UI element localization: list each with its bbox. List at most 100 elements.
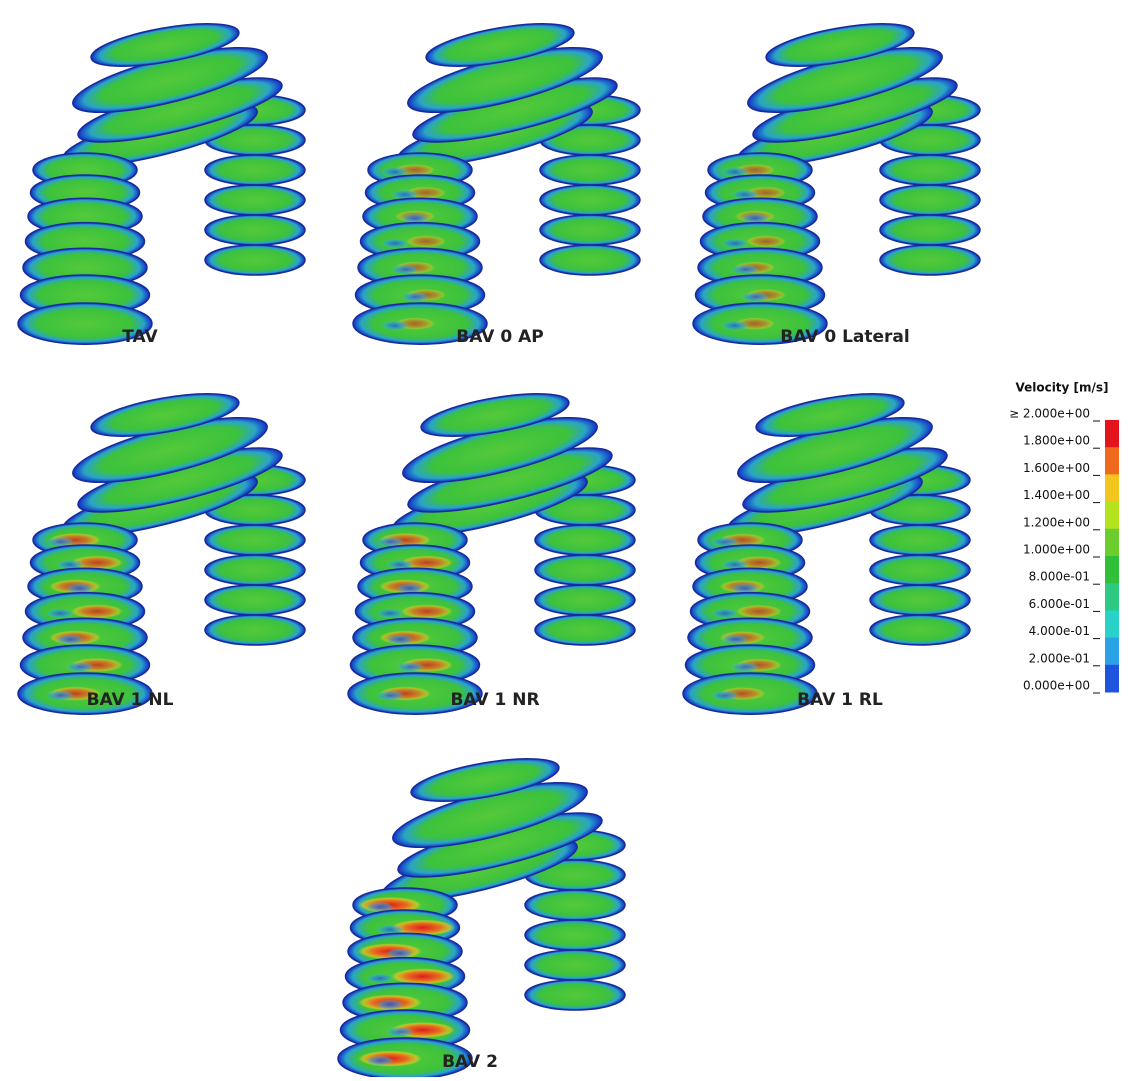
- slice: [535, 525, 635, 555]
- slice: [870, 555, 970, 585]
- legend-label: 1.000e+00: [1023, 543, 1090, 557]
- low-velocity: [731, 662, 759, 672]
- aorta-panel: BAV 1 NR: [348, 385, 635, 714]
- low-velocity: [56, 635, 84, 645]
- slice: [535, 555, 635, 585]
- low-velocity: [721, 321, 749, 331]
- low-velocity: [386, 1027, 414, 1037]
- legend-label: 4.000e-01: [1029, 624, 1090, 638]
- slice: [525, 890, 625, 920]
- slice: [205, 185, 305, 215]
- slice: [880, 155, 980, 185]
- low-velocity: [381, 238, 409, 248]
- slice: [870, 585, 970, 615]
- velocity-jet: [71, 604, 123, 618]
- slice: [205, 245, 305, 275]
- slice: [525, 980, 625, 1010]
- legend-label: 1.600e+00: [1023, 461, 1090, 475]
- color-band: [1105, 474, 1119, 502]
- legend-label: 1.400e+00: [1023, 488, 1090, 502]
- low-velocity: [396, 583, 424, 593]
- color-band: [1105, 502, 1119, 530]
- aorta-panel: BAV 1 RL: [683, 385, 970, 714]
- low-velocity: [401, 213, 429, 223]
- color-band: [1105, 529, 1119, 557]
- low-velocity: [366, 1056, 394, 1066]
- legend: Velocity [m/s] ≥ 2.000e+00 1.800e+00 1.600e…: [1009, 381, 1119, 694]
- low-velocity: [376, 1000, 404, 1010]
- panel-label: BAV 1 NR: [450, 690, 539, 710]
- low-velocity: [731, 583, 759, 593]
- aorta-panel: TAV: [18, 15, 305, 347]
- low-velocity: [711, 608, 739, 618]
- velocity-jet: [406, 235, 446, 247]
- low-velocity: [46, 608, 74, 618]
- slice: [535, 585, 635, 615]
- color-band: [1105, 556, 1119, 584]
- low-velocity: [401, 292, 429, 302]
- slice: [540, 155, 640, 185]
- low-velocity: [391, 265, 419, 275]
- low-velocity: [386, 635, 414, 645]
- velocity-jet: [391, 968, 455, 984]
- slice: [540, 185, 640, 215]
- low-velocity: [396, 662, 424, 672]
- slice: [205, 615, 305, 645]
- low-velocity: [741, 213, 769, 223]
- velocity-jet: [746, 235, 786, 247]
- slice: [870, 525, 970, 555]
- panel-label: BAV 0 AP: [456, 327, 543, 347]
- legend-label: 1.200e+00: [1023, 515, 1090, 529]
- low-velocity: [46, 691, 74, 701]
- slice: [205, 555, 305, 585]
- slice: [525, 920, 625, 950]
- legend-label: 0.000e+00: [1023, 679, 1090, 693]
- panels: TAV BAV 0 AP BAV 0 Lateral BAV 1 NL BAV 1 NR…: [18, 15, 980, 1077]
- legend-label: 6.000e-01: [1029, 597, 1090, 611]
- aorta-panel: BAV 2: [338, 750, 625, 1077]
- slice: [205, 585, 305, 615]
- color-band: [1105, 583, 1119, 611]
- panel-label: BAV 0 Lateral: [780, 327, 909, 347]
- low-velocity: [66, 662, 94, 672]
- low-velocity: [376, 691, 404, 701]
- aorta-panel: BAV 0 AP: [353, 15, 640, 347]
- panel-label: BAV 2: [442, 1052, 498, 1072]
- legend-label: 2.000e-01: [1029, 651, 1090, 665]
- velocity-jet: [736, 605, 782, 618]
- color-band: [1105, 420, 1119, 448]
- low-velocity: [711, 691, 739, 701]
- slice: [540, 215, 640, 245]
- legend-label: ≥ 2.000e+00: [1009, 407, 1090, 421]
- legend-label: 8.000e-01: [1029, 570, 1090, 584]
- slice: [535, 615, 635, 645]
- slice: [870, 615, 970, 645]
- slice: [525, 950, 625, 980]
- velocity-jet: [401, 604, 453, 618]
- low-velocity: [381, 321, 409, 331]
- slice: [205, 155, 305, 185]
- slice: [880, 245, 980, 275]
- slice: [880, 185, 980, 215]
- aorta-panel: BAV 0 Lateral: [693, 15, 980, 347]
- low-velocity: [721, 238, 749, 248]
- legend-title: Velocity [m/s]: [1015, 381, 1108, 395]
- slice: [205, 525, 305, 555]
- low-velocity: [741, 292, 769, 302]
- aorta-panel: BAV 1 NL: [18, 385, 305, 714]
- low-velocity: [66, 583, 94, 593]
- low-velocity: [376, 608, 404, 618]
- slice: [205, 215, 305, 245]
- panel-label: BAV 1 RL: [797, 690, 883, 710]
- legend-label: 1.800e+00: [1023, 434, 1090, 448]
- slice: [880, 215, 980, 245]
- low-velocity: [731, 265, 759, 275]
- low-velocity: [386, 948, 414, 958]
- slice: [540, 245, 640, 275]
- panel-label: TAV: [122, 327, 158, 347]
- low-velocity: [366, 973, 394, 983]
- color-band: [1105, 447, 1119, 475]
- color-band: [1105, 665, 1119, 693]
- color-band: [1105, 638, 1119, 666]
- color-band: [1105, 610, 1119, 638]
